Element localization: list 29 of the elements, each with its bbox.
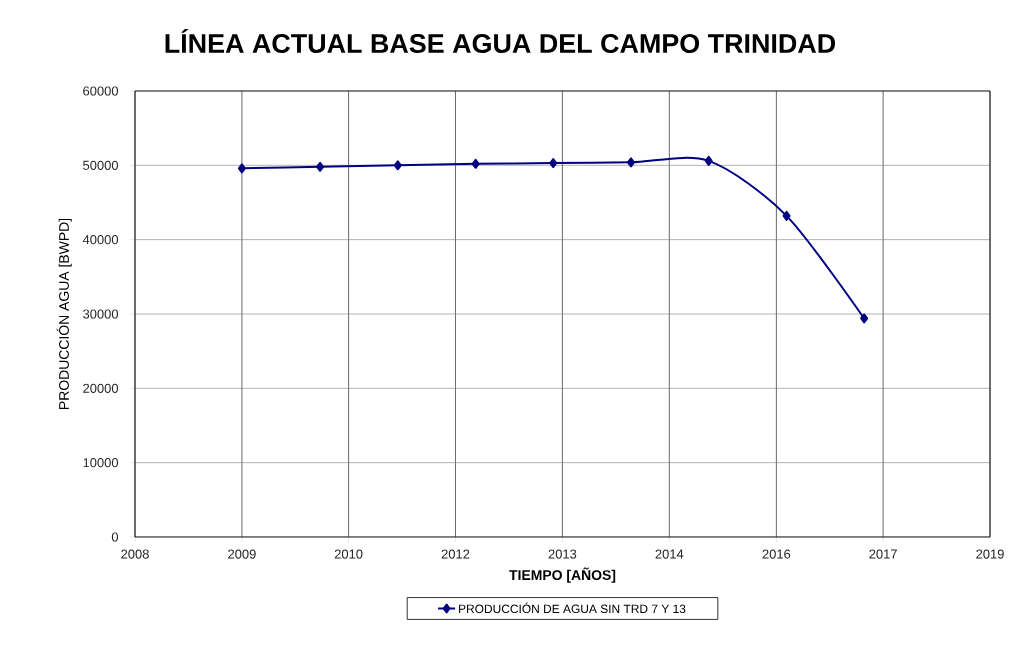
- y-tick-label: 60000: [83, 86, 119, 96]
- legend-label: PRODUCCIÓN DE AGUA SIN TRD 7 Y 13: [459, 602, 686, 614]
- x-tick-label: 2008: [121, 549, 149, 559]
- x-tick-label: 2019: [976, 549, 1004, 559]
- point: [237, 163, 246, 174]
- x-axis-title: TIEMPO [AÑOS]: [509, 567, 616, 583]
- x-tick-label: 2009: [228, 549, 256, 559]
- x-tick-label: 2017: [869, 549, 897, 559]
- x-tick-label: 2010: [334, 549, 363, 559]
- x-tick-label: 2016: [762, 549, 791, 559]
- point: [782, 210, 791, 221]
- point: [316, 161, 325, 172]
- point: [704, 155, 713, 166]
- y-tick-label: 50000: [83, 160, 119, 170]
- y-tick-label: 20000: [83, 383, 119, 393]
- y-tick-label: 10000: [83, 458, 119, 468]
- x-tick-label: 2013: [548, 549, 577, 559]
- y-axis-title: PRODUCCIÓN AGUA [BWPD]: [56, 218, 72, 409]
- y-tick-label: 0: [111, 532, 119, 542]
- y-tick-label: 30000: [83, 309, 119, 319]
- point: [471, 158, 480, 169]
- x-tick-label: 2012: [441, 549, 470, 559]
- point: [860, 313, 869, 324]
- point: [626, 157, 635, 168]
- y-tick-label: 40000: [82, 235, 119, 245]
- chart-title: LÍNEA ACTUAL BASE AGUA DEL CAMPO TRINIDAD: [165, 28, 836, 54]
- point: [549, 158, 558, 169]
- point: [393, 160, 402, 171]
- x-tick-label: 2014: [655, 549, 684, 559]
